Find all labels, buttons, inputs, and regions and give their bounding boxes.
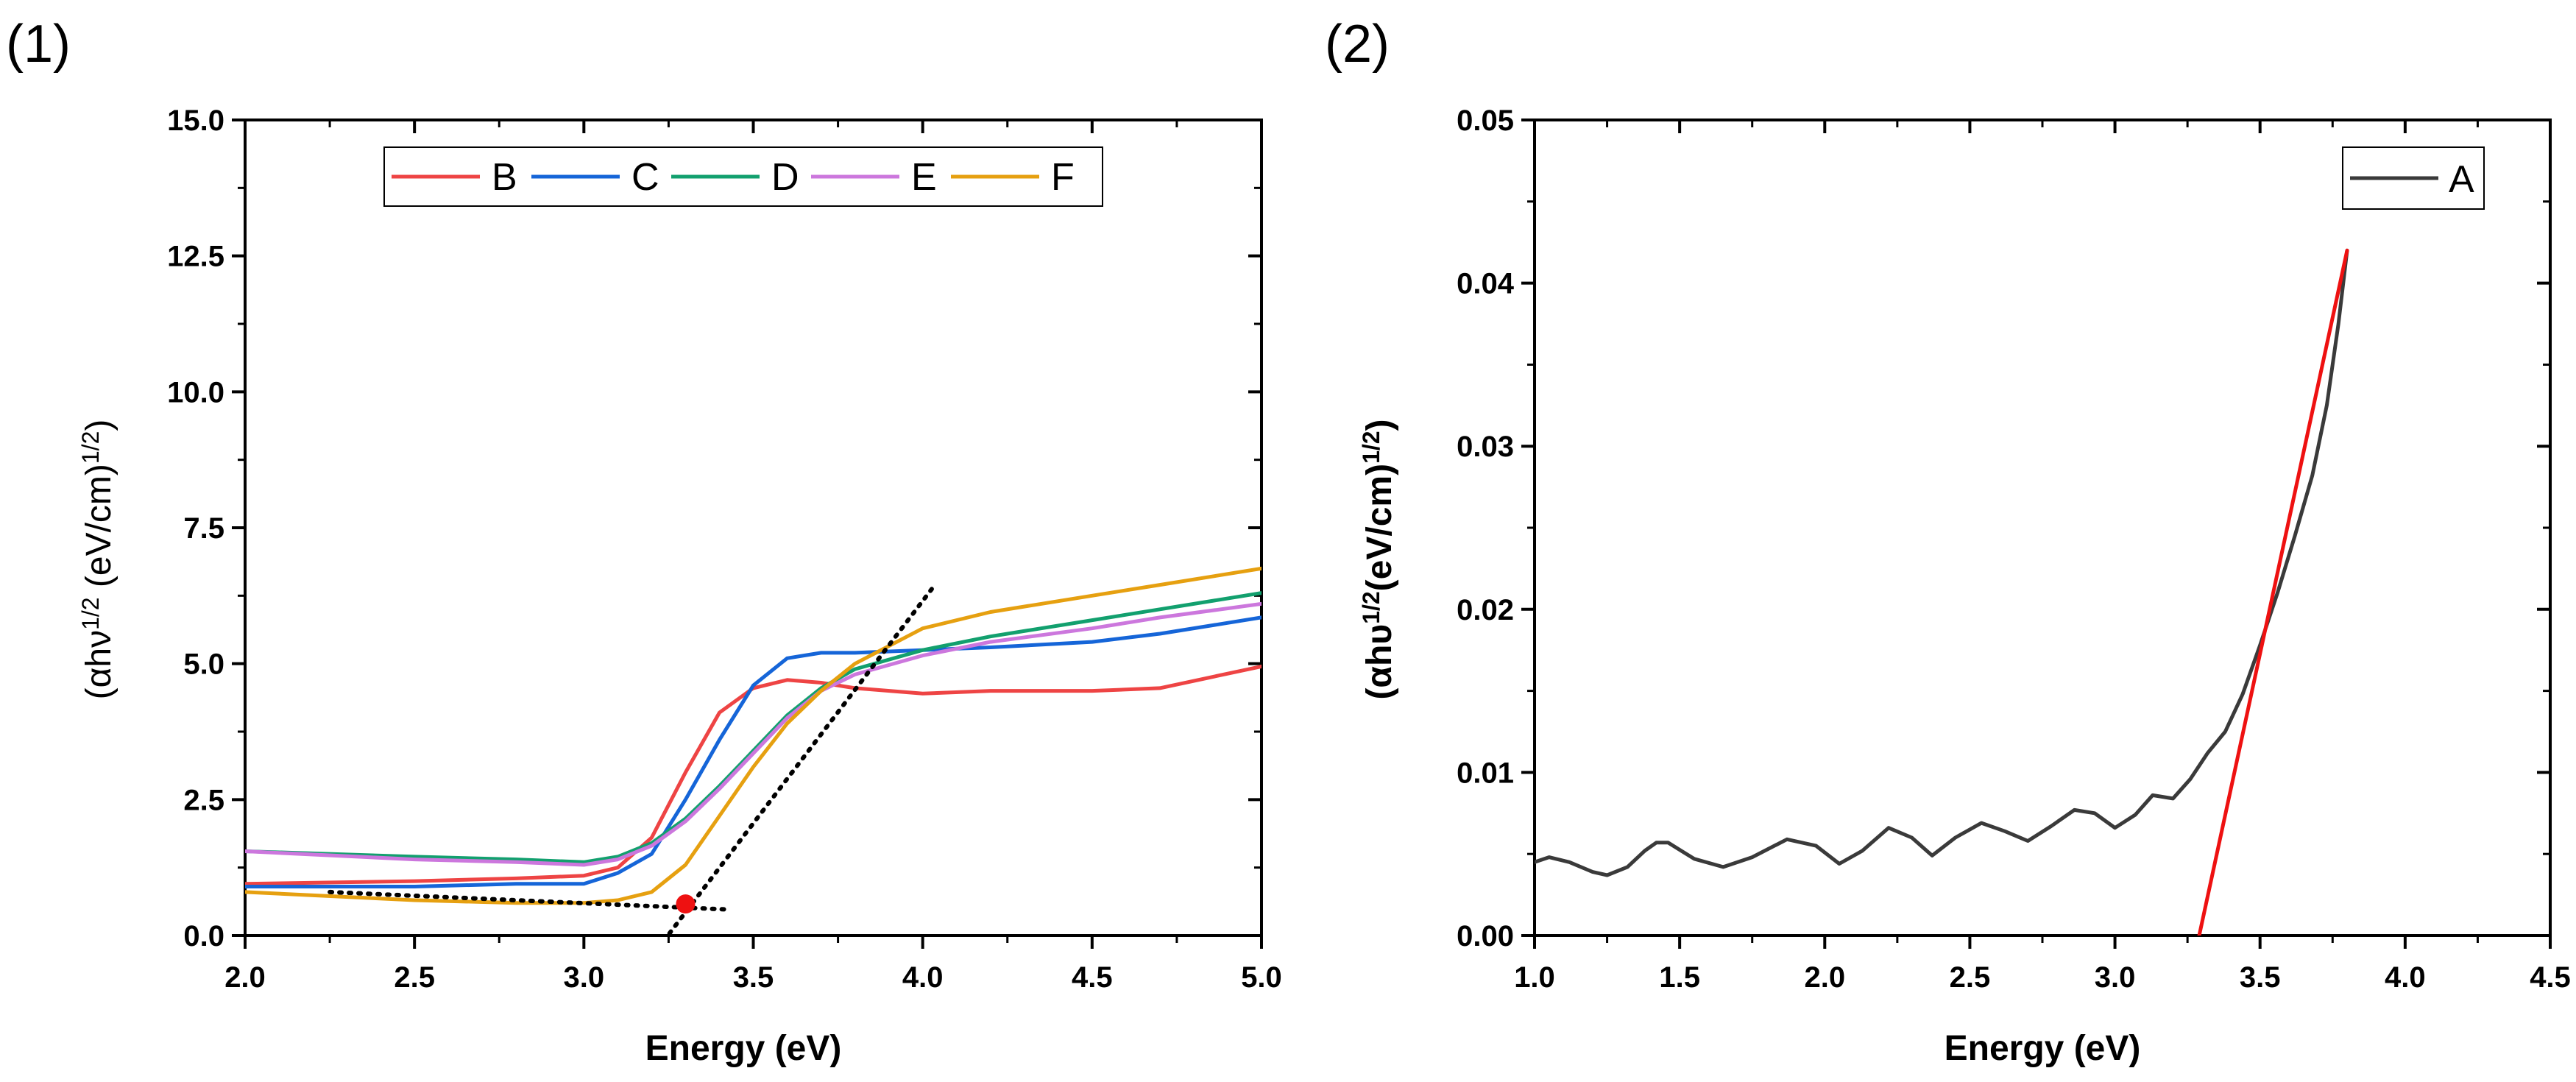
x-tick-label: 4.0 bbox=[2385, 961, 2426, 994]
series-group bbox=[245, 566, 1262, 905]
legend: B C D E F bbox=[383, 146, 1103, 207]
plot-frame bbox=[244, 119, 1263, 937]
legend-label-a: A bbox=[2449, 158, 2474, 201]
panel-2-label: (2) bbox=[1325, 15, 1390, 74]
y-tick-label: 0.00 bbox=[1457, 920, 1514, 952]
intersection-point bbox=[676, 894, 696, 914]
x-tick-label: 4.5 bbox=[2530, 961, 2571, 994]
tangent-line-1 bbox=[665, 585, 935, 936]
series-line-c bbox=[245, 615, 1262, 888]
x-tick-label: 2.5 bbox=[1950, 961, 1991, 994]
legend: A bbox=[2342, 146, 2485, 210]
y-tick-label: 0.02 bbox=[1457, 594, 1514, 626]
y-tick-label: 0.0 bbox=[183, 920, 224, 952]
plot-frame bbox=[1533, 119, 2552, 937]
x-tick-label: 4.5 bbox=[1072, 961, 1113, 994]
legend-label-e: E bbox=[911, 156, 937, 199]
panel-1-label: (1) bbox=[6, 15, 71, 74]
x-tick-label: 5.0 bbox=[1241, 961, 1282, 994]
y-tick-label: 7.5 bbox=[183, 512, 224, 545]
chart-panel-1: 2.0 2.5 3.0 3.5 4.0 4.5 5.0 0.0 2.5 5.0 7.5 10.0 12.… bbox=[77, 105, 1282, 1068]
x-tick-label: 1.0 bbox=[1514, 961, 1555, 994]
legend-label-d: D bbox=[771, 156, 799, 199]
y-axis-title: (αhυ1/2(eV/cm)1/2) bbox=[1358, 419, 1399, 699]
series-line-d bbox=[245, 591, 1262, 864]
x-tick-label: 2.5 bbox=[394, 961, 435, 994]
y-tick-label: 15.0 bbox=[167, 105, 224, 137]
x-tick-label: 4.0 bbox=[902, 961, 944, 994]
tangent-line-0 bbox=[328, 889, 729, 912]
y-tick-label: 0.01 bbox=[1457, 757, 1514, 789]
x-tick-label: 3.5 bbox=[2240, 961, 2281, 994]
series-line-fit bbox=[2197, 248, 2349, 936]
x-tick-label: 2.0 bbox=[1804, 961, 1845, 994]
x-tick-label: 1.5 bbox=[1659, 961, 1700, 994]
y-tick-label: 12.5 bbox=[167, 241, 224, 273]
y-tick-label: 5.0 bbox=[183, 648, 224, 681]
series-line-a bbox=[1535, 248, 2349, 877]
y-tick-label: 0.03 bbox=[1457, 431, 1514, 463]
chart-panel-2: 1.0 1.5 2.0 2.5 3.0 3.5 4.0 4.5 0.00 0.01 0.02 0.03… bbox=[1358, 105, 2571, 1068]
axes: 1.0 1.5 2.0 2.5 3.0 3.5 4.0 4.5 0.00 0.01 0.02 0.03… bbox=[1457, 105, 2571, 994]
y-tick-label: 0.04 bbox=[1457, 268, 1515, 300]
annotation-group bbox=[328, 585, 935, 936]
x-tick-label: 3.0 bbox=[564, 961, 605, 994]
x-tick-label: 3.5 bbox=[733, 961, 774, 994]
x-tick-label: 2.0 bbox=[224, 961, 266, 994]
legend-label-f: F bbox=[1051, 156, 1075, 199]
legend-label-c: C bbox=[631, 156, 659, 199]
x-axis-title: Energy (eV) bbox=[645, 1029, 842, 1068]
y-axis-title: (αhν1/2 (eV/cm)1/2) bbox=[77, 420, 118, 700]
y-tick-label: 0.05 bbox=[1457, 105, 1514, 137]
y-tick-label: 2.5 bbox=[183, 784, 224, 816]
series-group bbox=[1535, 248, 2349, 936]
axes: 2.0 2.5 3.0 3.5 4.0 4.5 5.0 0.0 2.5 5.0 7.5 10.0 12.… bbox=[167, 105, 1282, 994]
x-axis-title: Energy (eV) bbox=[1945, 1029, 2141, 1068]
series-line-b bbox=[245, 664, 1262, 886]
series-line-e bbox=[245, 601, 1262, 867]
y-tick-label: 10.0 bbox=[167, 376, 224, 409]
x-tick-label: 3.0 bbox=[2095, 961, 2136, 994]
legend-label-b: B bbox=[492, 156, 517, 199]
